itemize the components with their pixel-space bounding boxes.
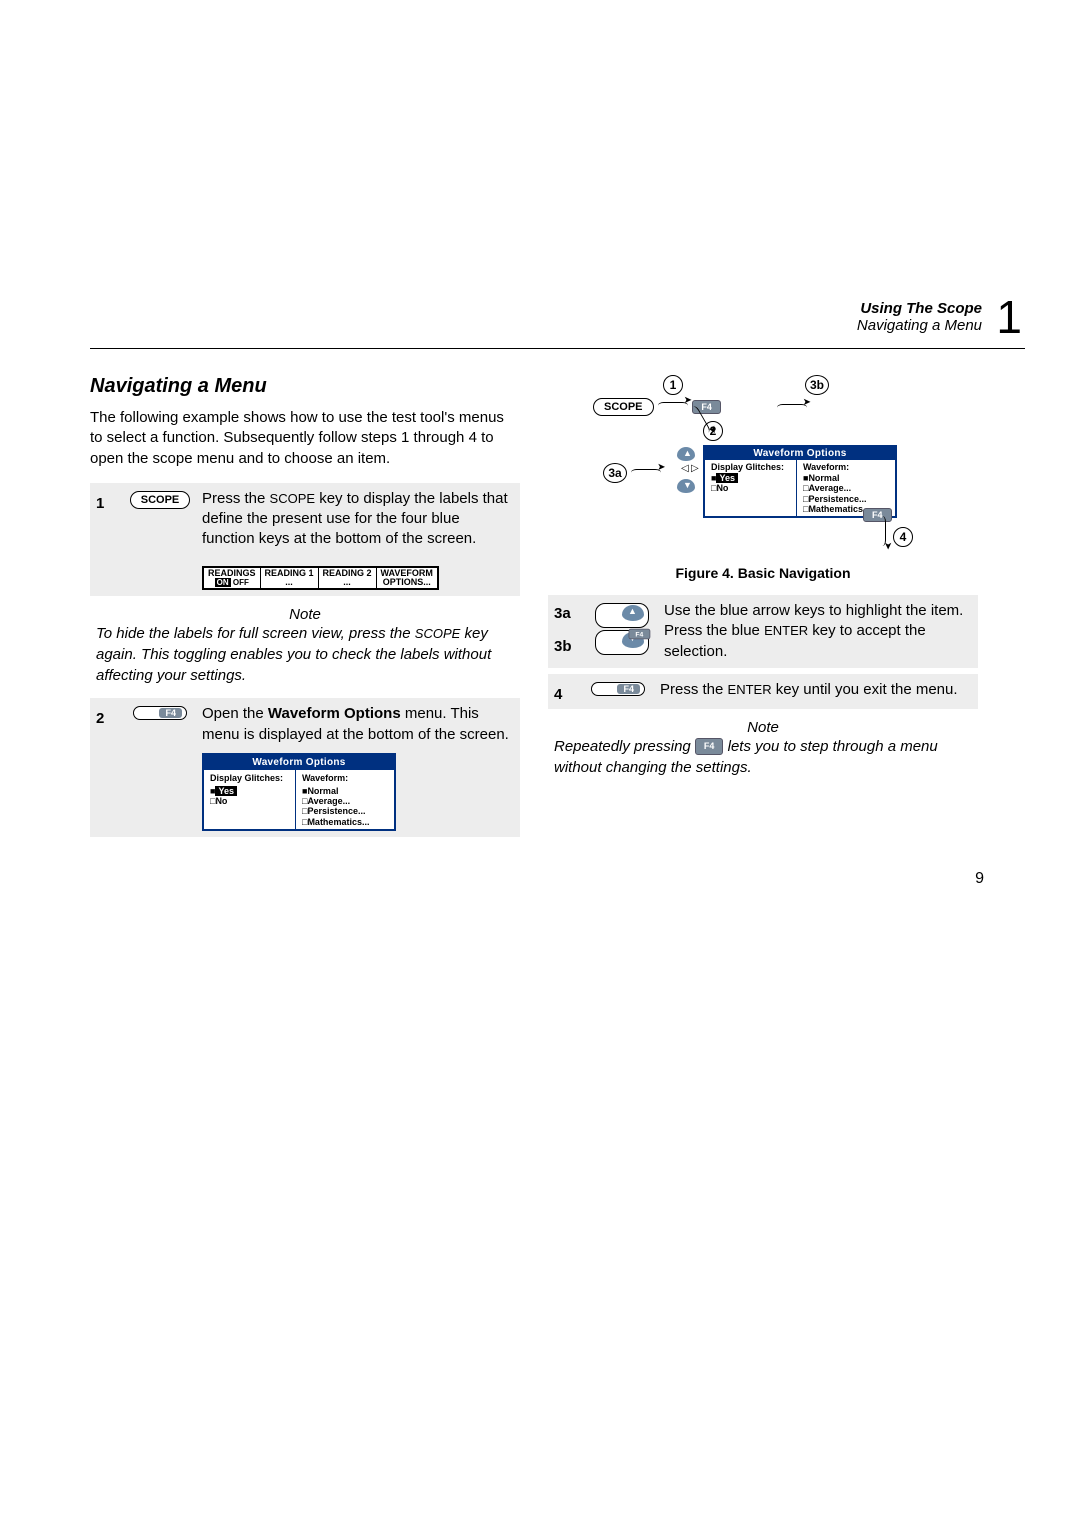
wfo-title: Waveform Options: [204, 755, 394, 771]
right-column: 1 3b SCOPE F4 2: [548, 375, 978, 843]
step-number: 1: [96, 489, 118, 512]
step-1: 1 SCOPE Press the SCOPE key to display t…: [90, 483, 520, 597]
fig-down-arrow: [677, 479, 695, 498]
labels-bar-wrap: READINGSON ON OFFOFF READING 1... READIN…: [202, 558, 514, 591]
two-column-layout: Navigating a Menu The following example …: [90, 375, 990, 843]
figure-4: 1 3b SCOPE F4 2: [573, 375, 953, 555]
scope-key-icon: SCOPE: [130, 491, 191, 509]
callout-3a: 3a: [603, 463, 627, 483]
labels-cell-3: READING 2...: [319, 568, 377, 589]
waveform-options-box: Waveform Options Display Glitches: ■Yes …: [202, 745, 514, 831]
header-rule: [90, 348, 1025, 349]
note-1-title: Note: [90, 606, 520, 623]
step-3-keys: F4: [580, 601, 664, 655]
arrow-icon: [631, 465, 661, 477]
figure-4-caption: Figure 4. Basic Navigation: [548, 565, 978, 581]
f4-key-icon: F4: [591, 682, 645, 696]
step-2-text: Open the Waveform Options menu. This men…: [202, 704, 514, 831]
page: Using The Scope Navigating a Menu 1 Navi…: [0, 0, 1080, 1528]
step-3-text: Use the blue arrow keys to highlight the…: [664, 601, 972, 662]
header-subtitle: Navigating a Menu: [857, 317, 982, 334]
step-3-nums: 3a 3b: [554, 601, 580, 655]
step-3: 3a 3b F4 Use the blue arrow keys to high…: [548, 595, 978, 668]
page-number: 9: [975, 870, 984, 888]
left-column: Navigating a Menu The following example …: [90, 375, 520, 843]
inline-f4-icon: F4: [695, 738, 724, 755]
down-f4-key-icon: F4: [595, 630, 649, 655]
wfo-right: Waveform: ■Normal □Average... □Persisten…: [296, 770, 394, 829]
step-4: 4 F4 Press the ENTER key until you exit …: [548, 674, 978, 709]
labels-bar: READINGSON ON OFFOFF READING 1... READIN…: [202, 566, 439, 591]
header-title: Using The Scope: [857, 300, 982, 317]
running-header: Using The Scope Navigating a Menu: [857, 300, 982, 334]
step-number: 4: [554, 680, 576, 703]
labels-cell-2: READING 1...: [261, 568, 319, 589]
step-key-f4: F4: [118, 704, 202, 720]
step-1-text: Press the SCOPE key to display the label…: [202, 489, 514, 591]
callout-4: 4: [893, 527, 913, 547]
step-4-key: F4: [576, 680, 660, 696]
note-1-body: To hide the labels for full screen view,…: [90, 623, 520, 686]
step-4-text: Press the ENTER key until you exit the m…: [660, 680, 972, 700]
up-arrow-key-icon: [595, 603, 649, 628]
labels-cell-1: READINGSON ON OFFOFF: [204, 568, 261, 589]
f4-key-icon: F4: [133, 706, 187, 720]
step-key-scope: SCOPE: [118, 489, 202, 509]
intro-paragraph: The following example shows how to use t…: [90, 408, 520, 469]
wfo-left: Display Glitches: ■Yes □No: [204, 770, 296, 829]
labels-cell-4: WAVEFORMOPTIONS...: [377, 568, 437, 589]
arrow-icon: [777, 400, 807, 412]
note-2-title: Note: [548, 719, 978, 736]
callout-3b: 3b: [805, 375, 829, 395]
step-number: 2: [96, 704, 118, 727]
note-2-body: Repeatedly pressing F4 lets you to step …: [548, 736, 978, 778]
arrow-icon: [878, 516, 890, 546]
fig-scope-icon: SCOPE: [593, 398, 654, 416]
arrow-icon: [658, 398, 688, 410]
chapter-number: 1: [996, 290, 1022, 344]
step-2: 2 F4 Open the Waveform Options menu. Thi…: [90, 698, 520, 837]
section-title: Navigating a Menu: [90, 375, 520, 398]
callout-1: 1: [663, 375, 683, 395]
